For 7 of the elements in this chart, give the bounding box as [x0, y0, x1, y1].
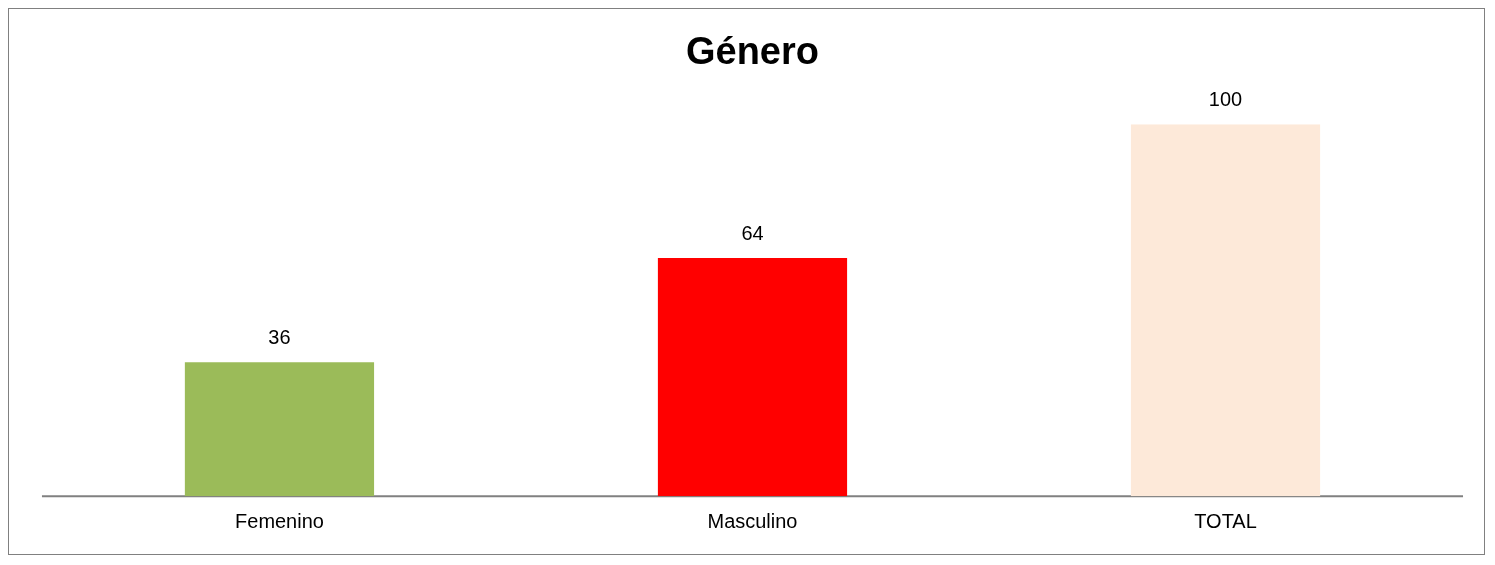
x-tick-label: Femenino	[235, 509, 324, 532]
chart-title: Género	[686, 30, 819, 73]
data-label: 36	[268, 325, 291, 348]
data-label: 64	[741, 221, 764, 244]
x-tick-label: Masculino	[707, 509, 798, 532]
x-tick-label: TOTAL	[1194, 509, 1257, 532]
data-label: 100	[1208, 87, 1243, 110]
